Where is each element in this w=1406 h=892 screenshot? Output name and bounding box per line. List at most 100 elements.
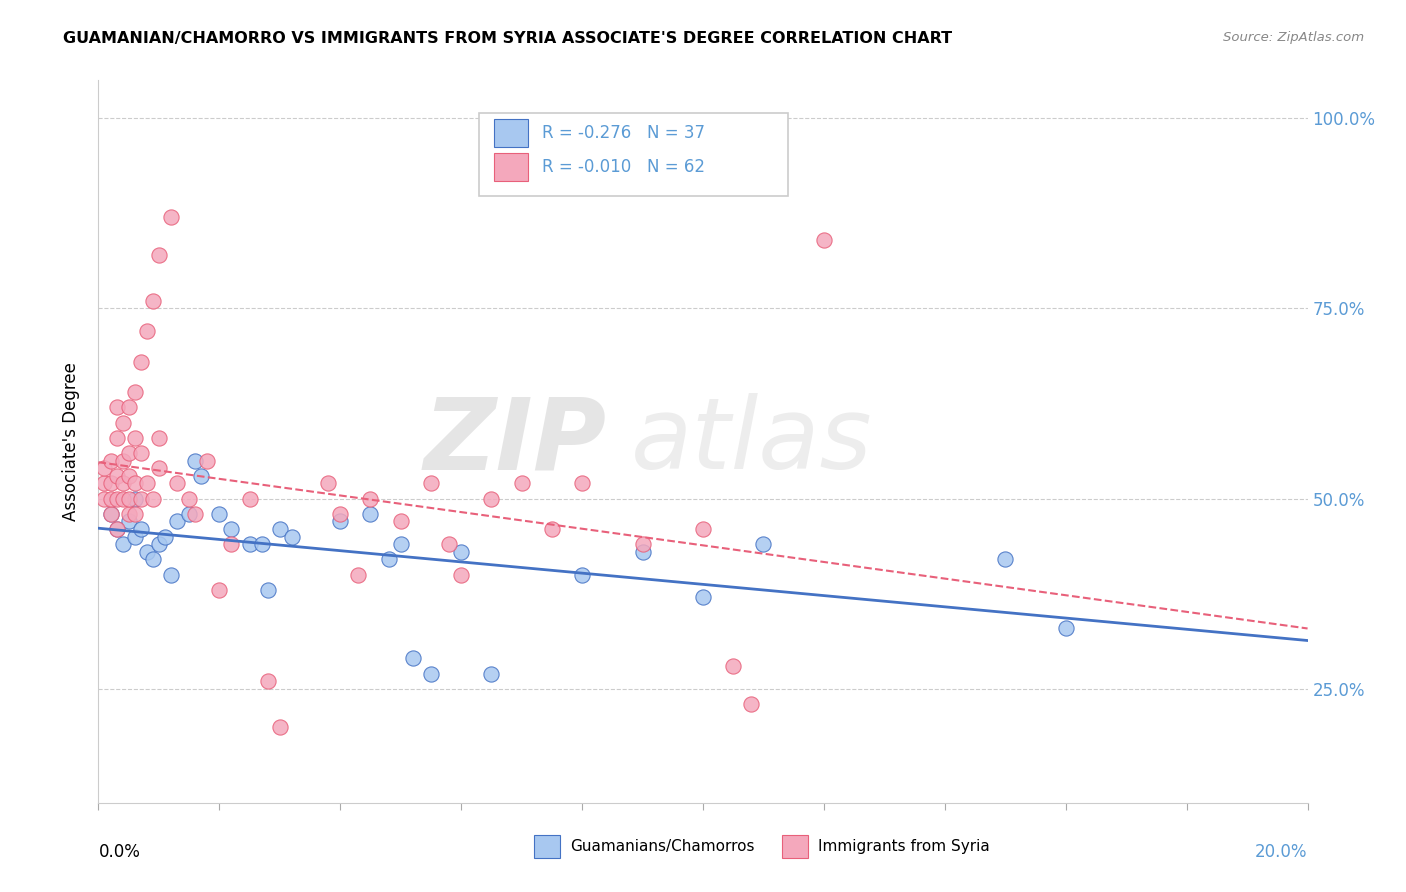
Point xyxy=(723,659,745,673)
Point xyxy=(111,491,134,506)
Point xyxy=(93,476,115,491)
Point xyxy=(105,401,128,415)
Point xyxy=(329,515,352,529)
Text: R = -0.276   N = 37: R = -0.276 N = 37 xyxy=(543,124,706,142)
Point xyxy=(105,522,128,536)
Point xyxy=(111,416,134,430)
Point xyxy=(148,248,170,262)
Point xyxy=(100,507,122,521)
Point xyxy=(184,507,207,521)
Point xyxy=(111,453,134,467)
Point xyxy=(481,491,503,506)
Point xyxy=(129,491,152,506)
Point xyxy=(360,507,382,521)
Point xyxy=(118,507,141,521)
Point xyxy=(135,476,157,491)
Point xyxy=(148,461,170,475)
Point xyxy=(118,446,141,460)
Text: GUAMANIAN/CHAMORRO VS IMMIGRANTS FROM SYRIA ASSOCIATE'S DEGREE CORRELATION CHART: GUAMANIAN/CHAMORRO VS IMMIGRANTS FROM SY… xyxy=(63,31,952,46)
FancyBboxPatch shape xyxy=(494,119,527,147)
Point xyxy=(118,468,141,483)
Point xyxy=(105,431,128,445)
Point xyxy=(118,491,141,506)
Point xyxy=(135,324,157,338)
Point xyxy=(450,545,472,559)
Point xyxy=(208,582,231,597)
Point xyxy=(481,666,503,681)
Point xyxy=(105,491,128,506)
Point xyxy=(752,537,775,551)
Point xyxy=(100,491,122,506)
Point xyxy=(166,476,188,491)
Point xyxy=(692,522,714,536)
Point xyxy=(389,515,412,529)
Point xyxy=(450,567,472,582)
Point xyxy=(105,468,128,483)
Point xyxy=(437,537,460,551)
Point xyxy=(153,530,176,544)
Point xyxy=(250,537,273,551)
Text: Guamanians/Chamorros: Guamanians/Chamorros xyxy=(569,838,755,854)
Point xyxy=(93,491,115,506)
Y-axis label: Associate's Degree: Associate's Degree xyxy=(62,362,80,521)
Point xyxy=(160,567,183,582)
Point xyxy=(269,720,291,734)
Point xyxy=(184,453,207,467)
Point xyxy=(111,537,134,551)
Point xyxy=(377,552,399,566)
Text: 20.0%: 20.0% xyxy=(1256,843,1308,861)
Point xyxy=(100,453,122,467)
Point xyxy=(160,210,183,224)
Point xyxy=(510,476,533,491)
Point xyxy=(190,468,212,483)
Text: atlas: atlas xyxy=(630,393,872,490)
Point xyxy=(347,567,370,582)
Point xyxy=(402,651,425,665)
Point xyxy=(124,431,146,445)
Point xyxy=(124,507,146,521)
Point xyxy=(281,530,304,544)
Point xyxy=(124,385,146,400)
Point xyxy=(179,491,201,506)
Point xyxy=(142,293,165,308)
Point xyxy=(135,545,157,559)
FancyBboxPatch shape xyxy=(782,835,808,858)
Point xyxy=(195,453,218,467)
Point xyxy=(420,666,443,681)
Point xyxy=(420,476,443,491)
Point xyxy=(329,507,352,521)
Point xyxy=(124,491,146,506)
Text: 0.0%: 0.0% xyxy=(98,843,141,861)
Point xyxy=(256,674,278,689)
Point xyxy=(239,491,262,506)
Point xyxy=(129,522,152,536)
Point xyxy=(124,476,146,491)
Point xyxy=(93,461,115,475)
Point xyxy=(571,476,593,491)
Point xyxy=(994,552,1017,566)
Text: R = -0.010   N = 62: R = -0.010 N = 62 xyxy=(543,158,706,176)
Point xyxy=(100,476,122,491)
Point xyxy=(124,530,146,544)
Point xyxy=(118,515,141,529)
Point xyxy=(1054,621,1077,635)
Point xyxy=(129,354,152,368)
Point xyxy=(631,545,654,559)
Point xyxy=(166,515,188,529)
Point xyxy=(111,476,134,491)
Point xyxy=(269,522,291,536)
Point xyxy=(692,591,714,605)
Point xyxy=(105,522,128,536)
Point xyxy=(813,233,835,247)
Point xyxy=(148,537,170,551)
Point xyxy=(221,537,243,551)
Text: Source: ZipAtlas.com: Source: ZipAtlas.com xyxy=(1223,31,1364,45)
Point xyxy=(208,507,231,521)
FancyBboxPatch shape xyxy=(479,112,787,196)
Point xyxy=(129,446,152,460)
Text: ZIP: ZIP xyxy=(423,393,606,490)
Point xyxy=(540,522,562,536)
Point xyxy=(631,537,654,551)
Text: Immigrants from Syria: Immigrants from Syria xyxy=(818,838,990,854)
Point xyxy=(316,476,339,491)
